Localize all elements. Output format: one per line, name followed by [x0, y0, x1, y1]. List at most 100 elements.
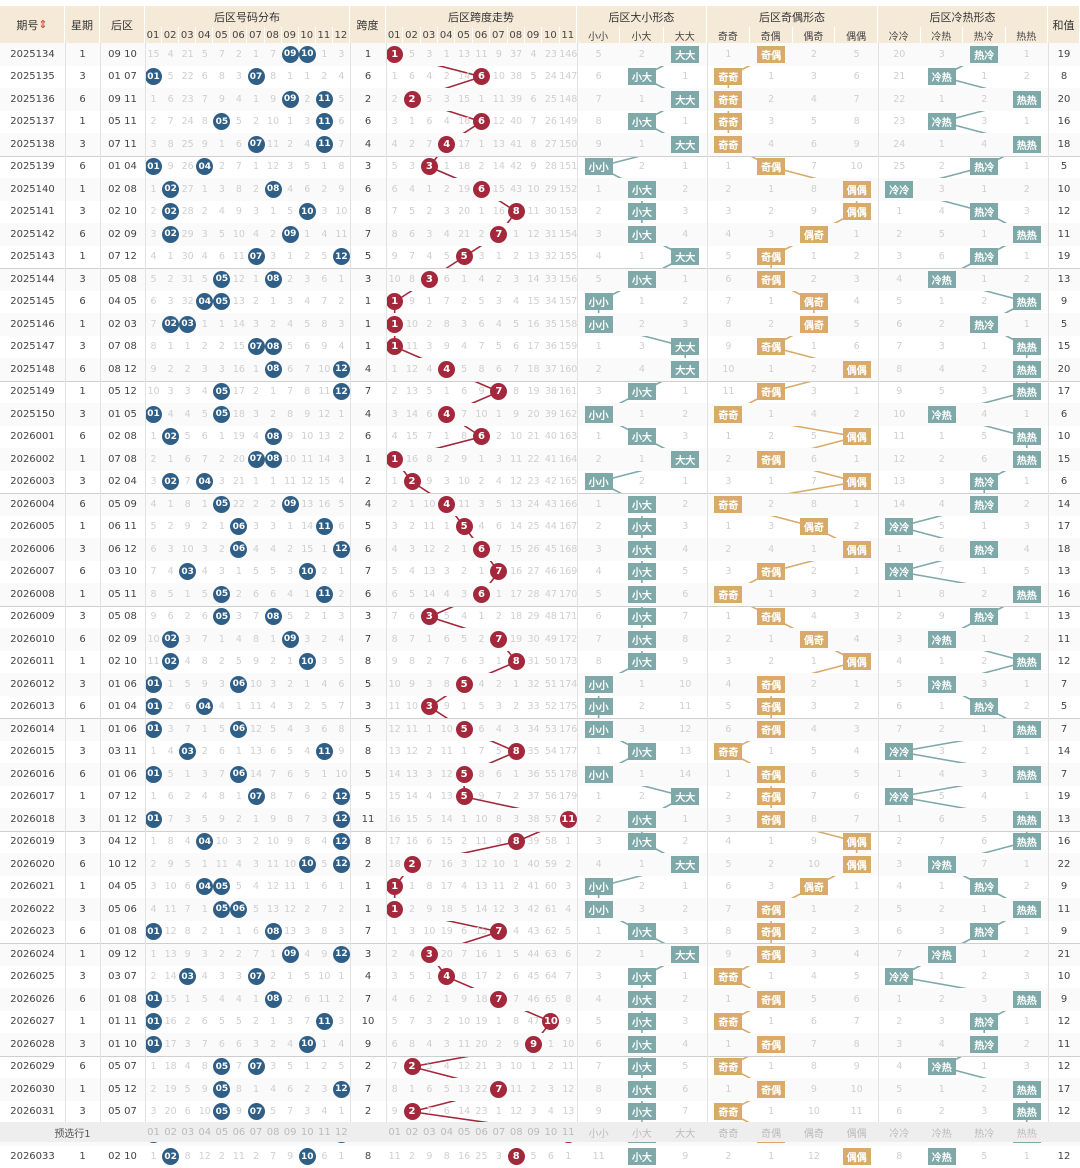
preselect-span-option[interactable]: 10: [542, 1122, 559, 1142]
span-omission-cell: 5: [525, 1146, 542, 1168]
span-omission-cell: 9: [490, 831, 507, 854]
size-tile: 小小: [585, 158, 613, 175]
dist-omission-cell: 2: [179, 1011, 196, 1034]
preselect-span-option[interactable]: 06: [473, 1122, 490, 1142]
preselect-span-option[interactable]: 07: [490, 1122, 507, 1142]
preselect-dist-option[interactable]: 09: [282, 1122, 299, 1142]
hotcold-omission-cell: 2: [1006, 876, 1049, 899]
preselect-span-option[interactable]: 04: [438, 1122, 455, 1142]
preselect-dist-option[interactable]: 12: [333, 1122, 350, 1142]
preselect-size-option[interactable]: 小大: [620, 1122, 663, 1142]
size-omission-cell: 1: [664, 111, 707, 134]
span-omission-cell: 2: [438, 538, 455, 561]
span-omission-cell: 7: [508, 988, 525, 1011]
preselect-dist-option[interactable]: 08: [265, 1122, 282, 1142]
preselect-dist-option[interactable]: 03: [179, 1122, 196, 1142]
span-marker: 3: [421, 158, 438, 175]
parity-omission-cell: 2: [707, 448, 750, 471]
preselect-hotcold-option[interactable]: 冷热: [921, 1122, 964, 1142]
hotcold-hit-cell: 冷冷: [878, 178, 921, 201]
dist-omission-cell: 1: [265, 381, 282, 404]
span-hit-cell: 6: [473, 178, 490, 201]
parity-omission-cell: 6: [835, 988, 878, 1011]
weekday-cell: 1: [65, 718, 100, 741]
dist-omission-cell: 1: [247, 808, 264, 831]
span-hit-cell: 1: [386, 291, 403, 314]
weekday-cell: 6: [65, 156, 100, 179]
span-omission-cell: 7: [403, 628, 420, 651]
preselect-span-option[interactable]: 01: [386, 1122, 403, 1142]
hotcold-omission-cell: 8: [878, 1146, 921, 1168]
span-omission-cell: 64: [542, 966, 559, 989]
size-omission-cell: 1: [620, 246, 663, 269]
preselect-span-option[interactable]: 08: [508, 1122, 525, 1142]
preselect-span-option[interactable]: 03: [421, 1122, 438, 1142]
dist-omission-cell: 1: [213, 426, 230, 449]
preselect-dist-option[interactable]: 07: [247, 1122, 264, 1142]
dist-omission-cell: 5: [213, 223, 230, 246]
parity-hit-cell: 奇奇: [707, 111, 750, 134]
hotcold-omission-cell: 6: [878, 313, 921, 336]
span-omission-cell: 12: [403, 741, 420, 764]
preselect-dist-option[interactable]: 01: [145, 1122, 162, 1142]
hotcold-tile: 冷热: [928, 1058, 956, 1075]
dist-omission-cell: 7: [230, 156, 247, 179]
hotcold-omission-cell: 1: [921, 1078, 964, 1101]
dist-hit-cell: 04: [196, 471, 213, 494]
preselect-span-option[interactable]: 09: [525, 1122, 542, 1142]
preselect-span-option[interactable]: 05: [455, 1122, 472, 1142]
preselect-row-label[interactable]: 预选行1: [0, 1122, 145, 1142]
preselect-parity-option[interactable]: 奇奇: [707, 1122, 750, 1142]
preselect-size-option[interactable]: 小小: [577, 1122, 620, 1142]
dist-omission-cell: 1: [333, 268, 350, 291]
span-omission-cell: 9: [421, 1146, 438, 1168]
preselect-dist-option[interactable]: 11: [316, 1122, 333, 1142]
preselect-parity-option[interactable]: 偶奇: [793, 1122, 836, 1142]
header-period[interactable]: 期号 ⇕: [0, 6, 65, 43]
dist-omission-cell: 7: [333, 696, 350, 719]
span-omission-cell: 9: [438, 336, 455, 359]
size-omission-cell: 1: [664, 381, 707, 404]
span-omission-cell: 28: [525, 583, 542, 606]
span-omission-cell: 5: [438, 246, 455, 269]
preselect-size-option[interactable]: 大大: [664, 1122, 707, 1142]
preselect-hotcold-option[interactable]: 热热: [1006, 1122, 1049, 1142]
span-omission-cell: 4: [438, 111, 455, 134]
dist-omission-cell: 3: [299, 111, 316, 134]
hotcold-omission-cell: 3: [1006, 966, 1049, 989]
dist-omission-cell: 7: [299, 1011, 316, 1034]
parity-tile: 奇偶: [757, 158, 785, 175]
parity-hit-cell: 奇偶: [750, 156, 793, 179]
span-omission-cell: 10: [403, 696, 420, 719]
size-omission-cell: 1: [664, 471, 707, 494]
preselect-dist-option[interactable]: 02: [162, 1122, 179, 1142]
parity-hit-cell: 奇奇: [707, 741, 750, 764]
span-marker: 4: [438, 968, 455, 985]
parity-hit-cell: 偶偶: [835, 201, 878, 224]
dist-hit-cell: 05: [213, 291, 230, 314]
preselect-span-option[interactable]: 11: [560, 1122, 577, 1142]
ball-number: 10: [299, 653, 316, 670]
size-hit-cell: 大大: [664, 133, 707, 156]
back-numbers-cell: 09 10: [100, 43, 145, 66]
size-tile: 小大: [628, 586, 656, 603]
hotcold-hit-cell: 热冷: [963, 876, 1006, 899]
preselect-hotcold-option[interactable]: 冷冷: [878, 1122, 921, 1142]
preselect-dist-option[interactable]: 05: [213, 1122, 230, 1142]
preselect-parity-option[interactable]: 偶偶: [835, 1122, 878, 1142]
dist-omission-cell: 4: [247, 426, 264, 449]
dist-hit-cell: 05: [213, 268, 230, 291]
preselect-span-option[interactable]: 02: [403, 1122, 420, 1142]
dist-omission-cell: 2: [213, 336, 230, 359]
preselect-dist-option[interactable]: 04: [196, 1122, 213, 1142]
span-cell: 1: [350, 898, 386, 921]
preselect-dist-option[interactable]: 10: [299, 1122, 316, 1142]
preselect-dist-option[interactable]: 06: [230, 1122, 247, 1142]
preselect-parity-option[interactable]: 奇偶: [750, 1122, 793, 1142]
span-omission-cell: 6: [438, 268, 455, 291]
dist-omission-cell: 9: [265, 88, 282, 111]
size-omission-cell: 10: [664, 673, 707, 696]
ball-number: 05: [213, 496, 230, 513]
hotcold-hit-cell: 热热: [1006, 898, 1049, 921]
preselect-hotcold-option[interactable]: 热冷: [963, 1122, 1006, 1142]
